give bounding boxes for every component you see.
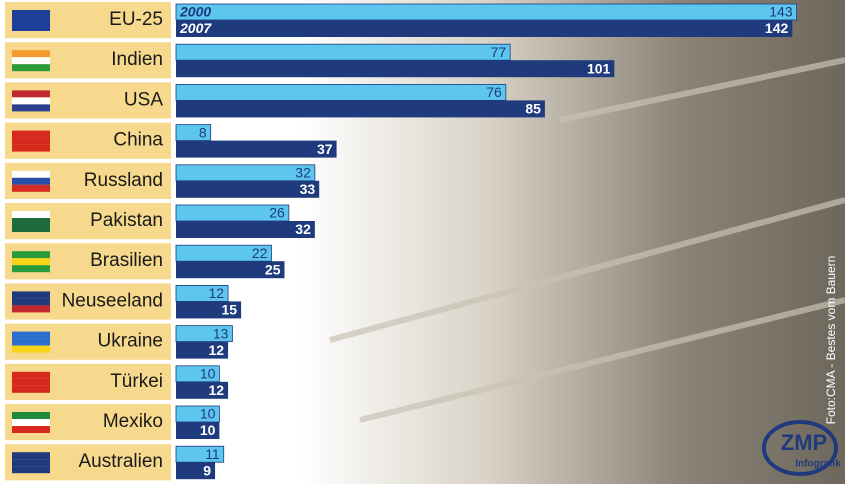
bar <box>176 4 797 20</box>
logo-subtitle: Infografik <box>795 459 841 470</box>
flag <box>12 372 50 379</box>
value-label: 11 <box>205 446 220 462</box>
category-label: Pakistan <box>90 210 163 231</box>
flag <box>12 90 50 97</box>
category-label: Australien <box>79 451 164 472</box>
flag <box>12 145 50 152</box>
legend-label: 2000 <box>179 4 211 20</box>
category-label: China <box>113 130 163 151</box>
value-label: 12 <box>209 382 225 398</box>
flag <box>12 339 50 346</box>
value-label: 15 <box>222 302 238 318</box>
flag <box>12 211 50 218</box>
category-label: Mexiko <box>103 411 163 432</box>
value-label: 22 <box>252 245 268 261</box>
flag <box>12 298 50 305</box>
value-label: 77 <box>491 44 507 60</box>
value-label: 13 <box>213 325 229 341</box>
flag <box>12 466 50 473</box>
flag <box>12 452 50 459</box>
flag <box>12 218 50 225</box>
value-label: 33 <box>300 181 316 197</box>
category-label: Neuseeland <box>62 290 163 311</box>
flag <box>12 265 50 272</box>
legend-label: 2007 <box>179 20 212 36</box>
flag <box>12 346 50 353</box>
value-label: 26 <box>269 205 285 221</box>
photo-credit: Foto:CMA - Bestes vom Bauern <box>824 256 838 425</box>
flag <box>12 50 50 57</box>
bar <box>176 20 792 37</box>
category-label: Ukraine <box>98 331 163 352</box>
flag <box>12 225 50 232</box>
value-label: 10 <box>200 366 216 382</box>
flag <box>12 138 50 145</box>
value-label: 142 <box>765 20 789 36</box>
value-label: 10 <box>200 406 216 422</box>
category-label: Indien <box>111 49 163 70</box>
bar <box>176 100 545 117</box>
bar <box>176 221 315 238</box>
flag <box>12 332 50 339</box>
flag <box>12 251 50 258</box>
category-label: Brasilien <box>90 250 163 271</box>
flag <box>12 24 50 31</box>
value-label: 76 <box>486 84 502 100</box>
logo-title: ZMP <box>781 430 827 455</box>
flag <box>12 10 50 17</box>
flag <box>12 291 50 298</box>
chart: Foto:CMA - Bestes vom Bauern ZMP Infogra… <box>0 0 845 484</box>
bar <box>176 141 337 158</box>
flag <box>12 305 50 312</box>
value-label: 32 <box>295 165 311 181</box>
flag <box>12 178 50 185</box>
bar <box>176 60 614 77</box>
flag <box>12 386 50 393</box>
bar <box>176 84 506 100</box>
category-label: USA <box>124 89 163 110</box>
bar <box>176 44 510 60</box>
flag <box>12 379 50 386</box>
value-label: 32 <box>295 221 311 237</box>
value-label: 25 <box>265 261 281 277</box>
value-label: 101 <box>587 60 611 76</box>
value-label: 143 <box>769 4 793 20</box>
flag <box>12 459 50 466</box>
category-label: Russland <box>84 170 163 191</box>
value-label: 37 <box>317 141 333 157</box>
flag <box>12 412 50 419</box>
category-label: Türkei <box>110 371 163 392</box>
value-label: 85 <box>525 101 541 117</box>
flag <box>12 131 50 138</box>
value-label: 10 <box>200 422 216 438</box>
value-label: 12 <box>209 285 225 301</box>
flag <box>12 419 50 426</box>
value-label: 9 <box>203 462 211 478</box>
flag <box>12 171 50 178</box>
bar <box>176 181 319 198</box>
flag <box>12 17 50 24</box>
flag <box>12 258 50 265</box>
flag <box>12 185 50 192</box>
bar <box>176 165 315 181</box>
category-label: EU-25 <box>109 9 163 30</box>
flag <box>12 104 50 111</box>
value-label: 8 <box>199 124 207 140</box>
flag <box>12 426 50 433</box>
value-label: 12 <box>209 342 225 358</box>
flag <box>12 97 50 104</box>
flag <box>12 57 50 64</box>
flag <box>12 64 50 71</box>
